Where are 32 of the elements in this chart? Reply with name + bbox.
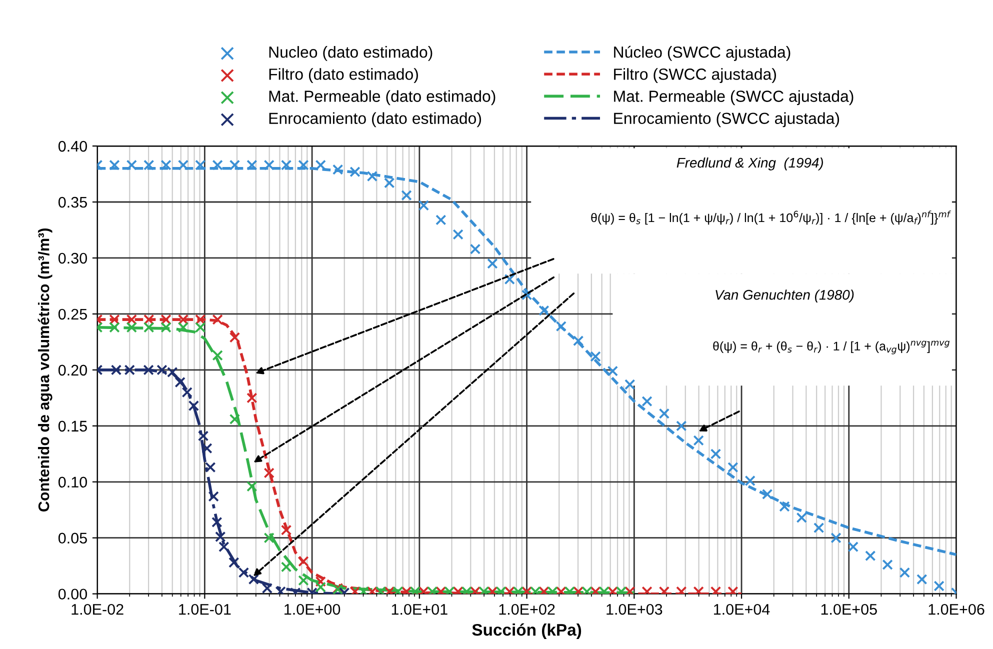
text: θ(ψ) = θ$_{s}$ [1 − ln(1 + ψ/ψ$_{r}$) / ln(1 + 10$^{6}$/ψ$_{r}$)] · 1 / {ln[e + (ψ/a$_{f}$)$^{nf}$]}$^{mf}$ xyxy=(591,210,951,225)
annotation: Van Genuchten (1980) xyxy=(716,290,854,303)
legend-label: Filtro (SWCC ajustada) xyxy=(614,68,776,84)
y-tick-label: 0.10 xyxy=(58,476,87,488)
y-tick-label: 0.05 xyxy=(58,532,87,544)
x-tick-label: 1.0E-02 xyxy=(72,604,124,615)
legend-label: Enrocamiento (dato estimado) xyxy=(269,112,482,128)
annotation: Fredlund & Xing (1994) xyxy=(676,157,824,170)
y-tick-label: 0.25 xyxy=(58,308,87,320)
legend-label: Filtro (dato estimado) xyxy=(269,68,418,84)
y-tick-label: 0.30 xyxy=(58,252,87,264)
legend-label: Mat. Permeable (SWCC ajustada) xyxy=(614,90,854,106)
y-tick-label: 0.35 xyxy=(58,196,87,208)
x-tick-label: 1.0E+06 xyxy=(928,604,984,615)
x-tick-label: 1.0E+04 xyxy=(714,604,770,615)
y-axis-title: Contenido de agua volumétrico (m³/m³) xyxy=(38,228,52,512)
legend-label: Núcleo (SWCC ajustada) xyxy=(614,46,790,61)
x-tick-label: 1.0E+02 xyxy=(499,604,555,615)
y-tick-label: 0.15 xyxy=(58,420,87,432)
legend-label: Mat. Permeable (dato estimado) xyxy=(269,90,496,106)
x-tick-label: 1.0E+05 xyxy=(821,604,877,615)
x-axis-title: Succión (kPa) xyxy=(472,623,582,640)
legend-label: Enrocamiento (SWCC ajustada) xyxy=(614,112,840,128)
text: θ(ψ) = θ$_{r}$ + (θ$_{s}$ − θ$_{r}$) · 1 / [1 + (a$_{vg}$ψ)$^{nvg}$]$^{mvg}$ xyxy=(713,340,950,354)
legend-label: Nucleo (dato estimado) xyxy=(269,46,432,61)
y-tick-label: 0.40 xyxy=(58,140,87,152)
x-tick-label: 1.0E+03 xyxy=(606,604,662,615)
x-tick-label: 1.0E+01 xyxy=(392,604,448,615)
y-tick-label: 0.00 xyxy=(58,588,87,600)
x-tick-label: 1.0E+00 xyxy=(284,604,340,615)
y-tick-label: 0.20 xyxy=(58,364,87,376)
x-tick-label: 1.0E-01 xyxy=(179,604,231,615)
